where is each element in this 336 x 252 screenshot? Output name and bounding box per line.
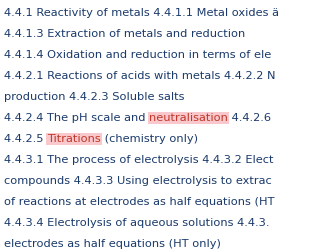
Text: 4.4.3.4 Electrolysis of aqueous solutions 4.4.3.: 4.4.3.4 Electrolysis of aqueous solution… [4, 218, 269, 228]
Text: 4.4.2.5: 4.4.2.5 [4, 134, 47, 144]
Bar [46, 133, 102, 145]
Text: compounds 4.4.3.3 Using electrolysis to extrac: compounds 4.4.3.3 Using electrolysis to … [4, 176, 272, 186]
Bar [148, 112, 229, 124]
Text: 4.4.1.4 Oxidation and reduction in terms of ele: 4.4.1.4 Oxidation and reduction in terms… [4, 50, 271, 60]
Text: 4.4.2.1 Reactions of acids with metals 4.4.2.2 N: 4.4.2.1 Reactions of acids with metals 4… [4, 71, 276, 81]
Text: Titrations: Titrations [47, 134, 101, 144]
Text: electrodes as half equations (HT only): electrodes as half equations (HT only) [4, 239, 221, 249]
Text: 4.4.1.3 Extraction of metals and reduction: 4.4.1.3 Extraction of metals and reducti… [4, 29, 245, 39]
Text: 4.4.2.4 The pH scale and: 4.4.2.4 The pH scale and [4, 113, 149, 123]
Text: of reactions at electrodes as half equations (HT: of reactions at electrodes as half equat… [4, 197, 275, 207]
Text: 4.4.1 Reactivity of metals 4.4.1.1 Metal oxides ä: 4.4.1 Reactivity of metals 4.4.1.1 Metal… [4, 8, 279, 18]
Text: 4.4.3.1 The process of electrolysis 4.4.3.2 Elect: 4.4.3.1 The process of electrolysis 4.4.… [4, 155, 274, 165]
Text: production 4.4.2.3 Soluble salts: production 4.4.2.3 Soluble salts [4, 92, 184, 102]
Text: neutralisation: neutralisation [149, 113, 228, 123]
Text: 4.4.2.6: 4.4.2.6 [228, 113, 271, 123]
Text: (chemistry only): (chemistry only) [101, 134, 198, 144]
